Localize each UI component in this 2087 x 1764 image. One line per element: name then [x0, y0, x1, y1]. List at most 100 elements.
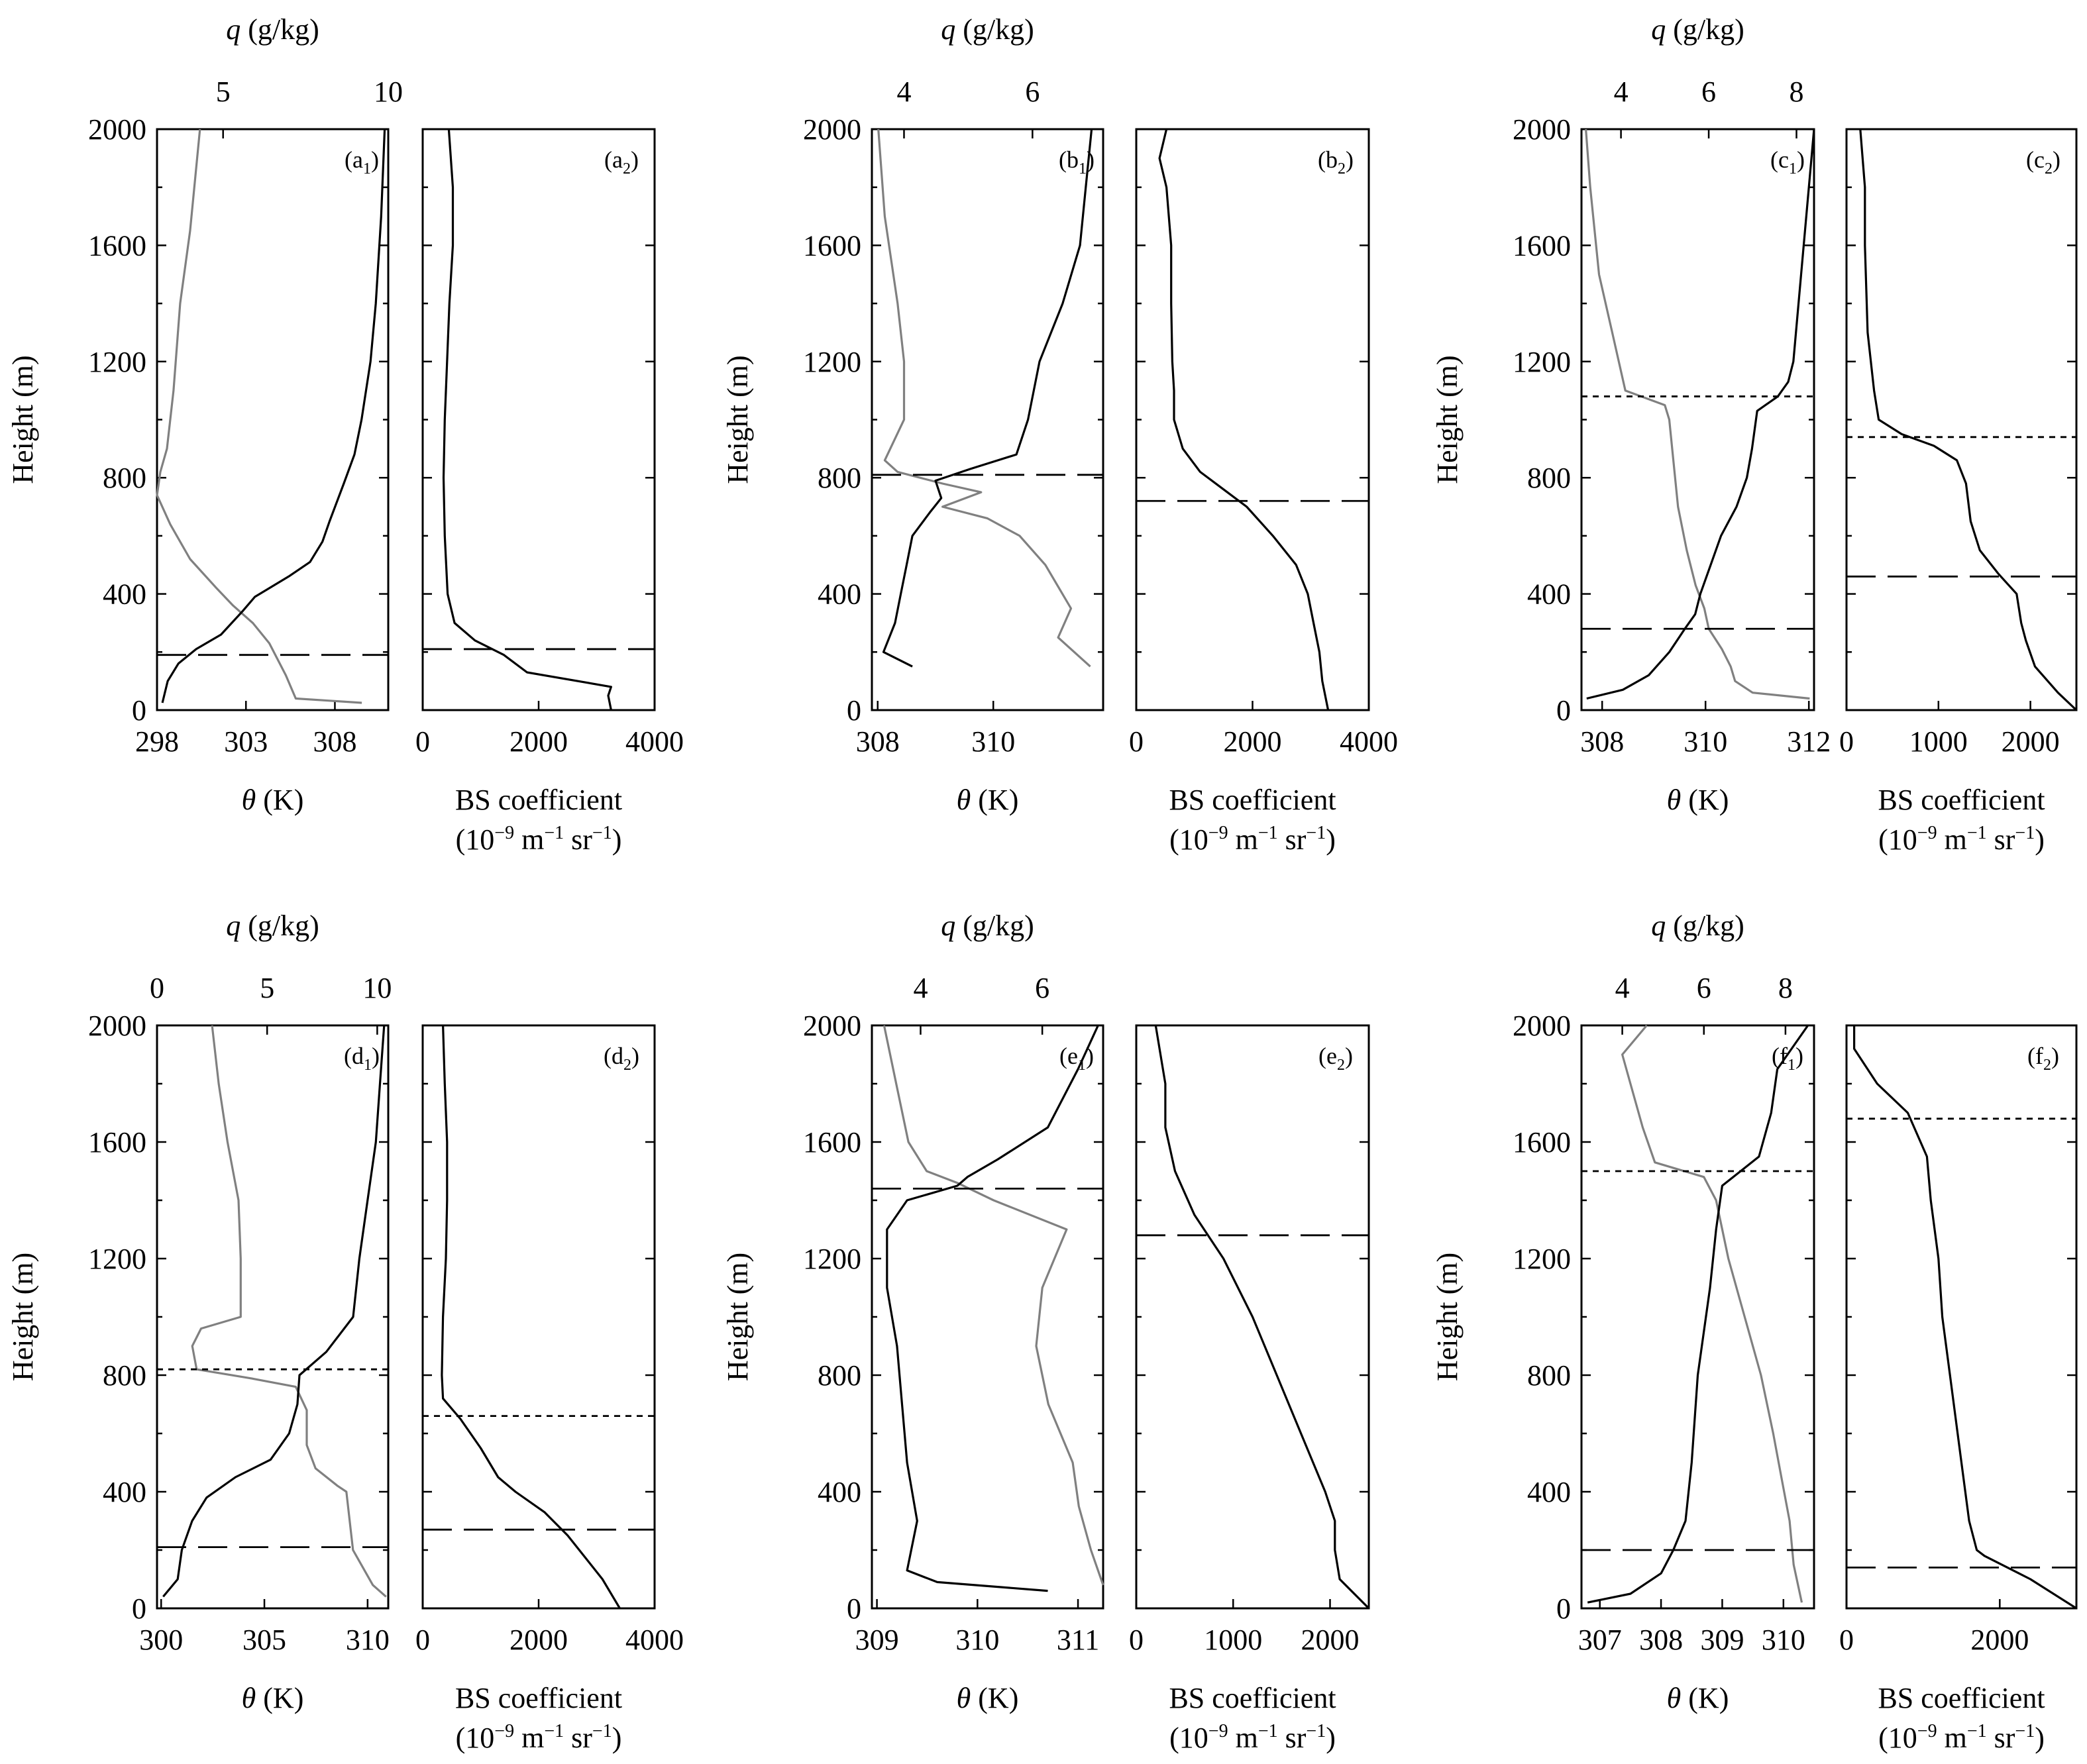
tag-letter: (f — [2027, 1043, 2043, 1069]
theta-axis-title: θ (K) — [957, 1682, 1019, 1714]
axis-symbol: θ — [242, 784, 256, 816]
y-tick-label: 1600 — [803, 1126, 861, 1159]
tag-close: ) — [372, 1043, 380, 1069]
unit-exponent: −1 — [1306, 823, 1326, 843]
q-tick-label: 6 — [1035, 972, 1049, 1004]
x-tick-label: 309 — [1700, 1624, 1744, 1656]
bs-axis-title: BS coefficient — [1878, 784, 2045, 816]
y-tick-label: 2000 — [803, 113, 861, 146]
panel-tag: (b2) — [1318, 146, 1354, 178]
tag-close: ) — [1346, 146, 1354, 173]
panel-tag: (a2) — [604, 146, 639, 178]
theta-axis-title: θ (K) — [957, 784, 1019, 816]
unit-part: m — [514, 823, 544, 856]
y-tick-label: 1200 — [88, 1243, 146, 1275]
y-tick-label: 2000 — [1513, 1010, 1571, 1042]
x-tick-label: 2000 — [2002, 725, 2060, 758]
x-tick-label: 310 — [1684, 725, 1727, 758]
plot-frame — [421, 128, 656, 711]
bs-profile-line — [1853, 1025, 2077, 1610]
x-tick-label: 307 — [1578, 1624, 1622, 1656]
unit-part: (10 — [1878, 823, 1917, 856]
tag-close: ) — [2051, 1043, 2059, 1069]
panel-tag: (b1) — [1059, 146, 1095, 178]
profile-panel-c: 0 400 800 1200 1600 2000 Height (m) 308 310 312 θ … — [1431, 13, 1831, 816]
y-tick-label: 1600 — [88, 1126, 146, 1159]
x-tick-label: 298 — [135, 725, 179, 758]
plot-frame — [1580, 1024, 1815, 1610]
tag-close: ) — [631, 146, 639, 173]
tag-letter: (a — [345, 146, 363, 173]
q-tick-label: 0 — [150, 972, 164, 1004]
y-tick-label: 0 — [1556, 694, 1571, 727]
y-tick-label: 2000 — [88, 113, 146, 146]
tag-subscript: 1 — [1788, 1057, 1795, 1074]
q-axis-title: q (g/kg) — [1651, 909, 1744, 942]
y-tick-label: 0 — [847, 1592, 861, 1625]
axis-unit: (g/kg) — [241, 13, 319, 46]
unit-part: (10 — [456, 1722, 495, 1754]
tag-close: ) — [2053, 146, 2060, 173]
y-tick-label: 400 — [1527, 1476, 1571, 1508]
q-axis-title: q (g/kg) — [941, 13, 1034, 46]
y-axis-title: Height (m) — [1431, 355, 1464, 484]
unit-part: ) — [612, 823, 622, 856]
tag-subscript: 2 — [2045, 160, 2053, 178]
x-tick-label: 4000 — [1340, 725, 1398, 758]
axis-symbol: q — [941, 909, 955, 942]
tag-close: ) — [1087, 146, 1095, 173]
q-profile-line — [156, 129, 362, 704]
x-tick-label: 310 — [346, 1624, 390, 1656]
y-tick-label: 800 — [818, 1359, 861, 1392]
unit-exponent: −1 — [592, 1721, 612, 1741]
x-tick-label: 308 — [1639, 1624, 1683, 1656]
tag-subscript: 1 — [1079, 160, 1087, 178]
unit-exponent: −1 — [1967, 1721, 1987, 1741]
unit-part: ) — [2035, 823, 2045, 856]
y-tick-label: 1200 — [803, 346, 861, 378]
theta-axis-title: θ (K) — [242, 784, 304, 816]
axis-unit: (K) — [256, 784, 303, 816]
y-tick-label: 0 — [132, 1592, 146, 1625]
unit-exponent: −9 — [1208, 823, 1228, 843]
tag-letter: (d — [344, 1043, 364, 1069]
theta-profile-line — [882, 129, 1093, 668]
y-tick-label: 800 — [103, 462, 146, 494]
tag-subscript: 2 — [623, 1057, 631, 1074]
x-tick-label: 2000 — [1224, 725, 1282, 758]
y-tick-label: 800 — [818, 462, 861, 494]
tag-letter: (e — [1059, 1043, 1078, 1069]
axis-unit: (g/kg) — [955, 13, 1034, 46]
tag-letter: (b — [1318, 146, 1338, 173]
unit-exponent: −9 — [494, 1721, 514, 1741]
unit-exponent: −1 — [1967, 823, 1987, 843]
theta-profile-line — [162, 1025, 386, 1598]
unit-part: sr — [1987, 1722, 2015, 1754]
unit-part: m — [514, 1722, 544, 1754]
y-axis-title: Height (m) — [722, 1253, 754, 1381]
tag-close: ) — [1795, 1043, 1803, 1069]
y-tick-label: 400 — [818, 1476, 861, 1508]
q-profile-line — [1621, 1024, 1803, 1603]
x-tick-label: 0 — [1839, 1624, 1854, 1656]
y-tick-label: 2000 — [803, 1010, 861, 1042]
unit-part: (10 — [1169, 823, 1208, 856]
unit-exponent: −1 — [544, 1721, 564, 1741]
tag-letter: (c — [1770, 146, 1789, 173]
unit-part: ) — [1326, 823, 1336, 856]
bs-axis-unit: (10−9 m−1 sr−1) — [456, 1721, 622, 1754]
plot-frame — [1135, 128, 1370, 711]
axis-symbol: q — [1651, 909, 1666, 942]
q-tick-label: 6 — [1025, 76, 1040, 108]
q-tick-label: 10 — [374, 76, 403, 108]
tag-subscript: 1 — [1789, 160, 1797, 178]
plot-frame — [1580, 128, 1815, 711]
y-tick-label: 400 — [818, 578, 861, 611]
